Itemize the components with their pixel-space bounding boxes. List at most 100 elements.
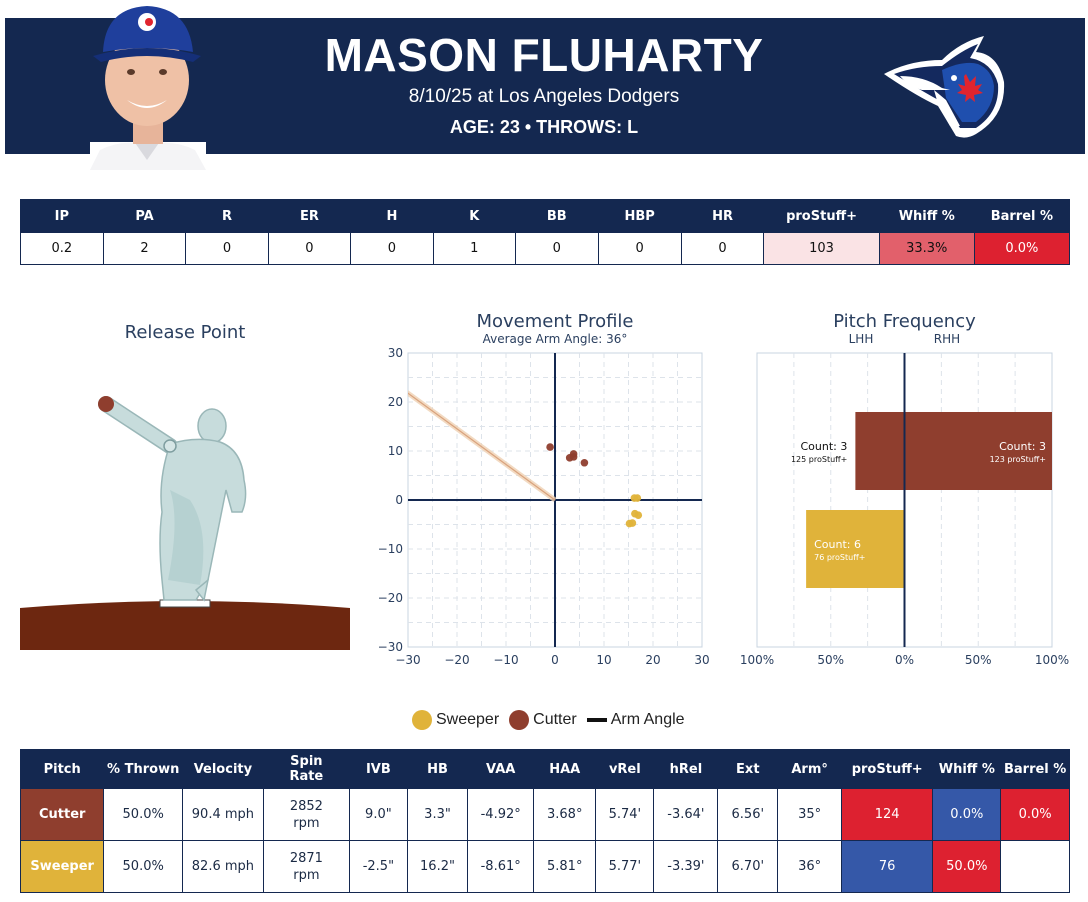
- legend-cutter: Cutter: [509, 710, 577, 730]
- pitch-cell-arm: 35°: [777, 788, 843, 841]
- stats-header-h: H: [350, 199, 434, 233]
- pitch-cell-hrel: -3.64': [653, 788, 719, 841]
- pitch-metrics-table: Pitch% Thrown Velocity Spin Rate IVB HB VAA HA…: [19, 749, 1070, 893]
- release-point-title: Release Point: [124, 322, 246, 343]
- sweeper-point: [634, 511, 643, 519]
- x-tick-label: 0%: [895, 653, 914, 667]
- stats-value-r: 0: [185, 232, 269, 265]
- pitch-cell-whiff: 50.0%: [932, 840, 1002, 893]
- x-tick-label: −20: [444, 653, 469, 667]
- stats-header-pa: PA: [102, 199, 187, 233]
- pitching-rubber: [159, 599, 211, 608]
- pitch-cell-spin-rate: 2852 rpm: [262, 788, 350, 841]
- pitch-header-pitch: Pitch: [19, 749, 105, 789]
- arm-angle-line: [408, 392, 556, 501]
- stats-header-ip: IP: [20, 199, 104, 233]
- stats-header-er: ER: [267, 199, 352, 233]
- pitch-cell-hb: 16.2": [406, 840, 469, 893]
- x-tick-label: 50%: [817, 653, 844, 667]
- pitch-cell-hrel: -3.39': [653, 840, 719, 893]
- cutter-lhh-bar: [855, 412, 905, 490]
- stats-value-barrel: 0.0%: [973, 232, 1071, 265]
- pitch-cell-prostuff: 124: [841, 788, 934, 841]
- stats-value-hbp: 0: [597, 232, 682, 265]
- pitch-row-sweeper: Sweeper 50.0% 82.6 mph 2871 rpm -2.5" 16.2" -8…: [19, 840, 1070, 893]
- pitchers-mound: [20, 601, 350, 650]
- player-name: MASON FLUHARTY: [324, 29, 764, 81]
- pitch-header-hb: HB: [406, 749, 469, 789]
- stats-header-prostuff: proStuff+: [763, 199, 880, 233]
- pitch-row-cutter: Cutter 50.0% 90.4 mph 2852 rpm 9.0" 3.3" -4.92…: [19, 788, 1070, 841]
- cutter-lhh-prostuff-label: 125 proStuff+: [791, 455, 847, 464]
- release-point-dot: [98, 396, 114, 412]
- pitch-header-arm: Arm°: [777, 749, 843, 789]
- y-tick-label: −10: [378, 542, 403, 556]
- player-photo: [90, 6, 206, 170]
- chart-legend: Sweeper Cutter Arm Angle: [412, 710, 695, 730]
- pitch-cell-hb: 3.3": [406, 788, 469, 841]
- cutter-rhh-prostuff-label: 123 proStuff+: [990, 455, 1046, 464]
- pitch-cell-velocity: 90.4 mph: [181, 788, 264, 841]
- cutter-lhh-count-label: Count: 3: [801, 440, 848, 453]
- pitch-header-whiff: Whiff %: [932, 749, 1002, 789]
- pitch-cell-barrel: 0.0%: [1000, 788, 1070, 841]
- pitch-cell-vrel: 5.74': [595, 788, 655, 841]
- game-info: 8/10/25 at Los Angeles Dodgers: [408, 86, 680, 107]
- stats-value-er: 0: [267, 232, 352, 265]
- stats-value-bb: 0: [514, 232, 599, 265]
- pitch-header-prostuff: proStuff+: [841, 749, 934, 789]
- sweeper-point: [633, 494, 642, 502]
- legend-arm-angle: Arm Angle: [586, 711, 685, 729]
- y-tick-label: 20: [388, 395, 403, 409]
- pitch-header-thrown: % Thrown: [103, 749, 183, 789]
- pitch-cell-ext: 6.56': [717, 788, 779, 841]
- cutter-rhh-count-label: Count: 3: [999, 440, 1046, 453]
- cutter-point: [569, 453, 578, 461]
- pitch-cell-prostuff: 76: [841, 840, 934, 893]
- pitch-cell-haa: 3.68°: [533, 788, 597, 841]
- movement-profile-chart: −30 −20 −10 0 10 20 30 −30 −20 −10 0 10 20 30: [378, 346, 710, 667]
- sweeper-dot-icon: [412, 710, 432, 730]
- pitch-header-barrel: Barrel %: [1000, 749, 1070, 789]
- y-tick-label: 10: [388, 444, 403, 458]
- pitch-cell-ivb: 9.0": [348, 788, 408, 841]
- x-tick-label: 50%: [965, 653, 992, 667]
- pitch-header-haa: HAA: [533, 749, 597, 789]
- pitch-cell-vrel: 5.77': [595, 840, 655, 893]
- stats-value-hr: 0: [680, 232, 765, 265]
- y-tick-label: −20: [378, 591, 403, 605]
- game-stats-table: IP PA R ER H K BB HBP HR proStuff+ Whiff % Barrel %…: [20, 199, 1071, 265]
- sweeper-lhh-prostuff-label: 76 proStuff+: [814, 553, 865, 562]
- x-tick-label: 20: [645, 653, 660, 667]
- x-tick-label: 10: [596, 653, 611, 667]
- arm-angle-line-icon: [586, 718, 607, 722]
- pitch-cell-whiff: 0.0%: [932, 788, 1002, 841]
- pitch-header-velocity: Velocity: [181, 749, 264, 789]
- y-tick-label: −30: [378, 640, 403, 654]
- movement-profile-title: Movement Profile: [476, 311, 634, 332]
- stats-value-pa: 2: [102, 232, 187, 265]
- pitch-frequency-title: Pitch Frequency: [833, 311, 976, 332]
- stats-header-bb: BB: [514, 199, 599, 233]
- release-point-chart: [20, 396, 350, 650]
- arm-angle-group: [408, 390, 557, 503]
- stats-value-h: 0: [350, 232, 434, 265]
- pitch-cell-ivb: -2.5": [348, 840, 408, 893]
- pitch-cell-thrown: 50.0%: [103, 788, 183, 841]
- pitch-frequency-chart: 100% 50% 0% 50% 100% Count: 3 125 proStuff+ Cou…: [740, 352, 1069, 667]
- pitch-header-spin-rate: Spin Rate: [262, 749, 350, 789]
- stats-header-r: R: [185, 199, 269, 233]
- stats-header-k: K: [432, 199, 516, 233]
- x-tick-label: 30: [694, 653, 709, 667]
- stats-value-ip: 0.2: [20, 232, 104, 265]
- x-tick-label: 0: [551, 653, 559, 667]
- cutter-rhh-bar: [904, 412, 1052, 490]
- pitch-cell-spin-rate: 2871 rpm: [262, 840, 350, 893]
- pitch-header-ivb: IVB: [348, 749, 408, 789]
- cutter-point: [580, 458, 589, 467]
- pitch-cell-barrel: [1000, 840, 1070, 893]
- x-tick-label: −10: [493, 653, 518, 667]
- pitch-cell-pitch: Cutter: [19, 788, 105, 841]
- stats-value-prostuff: 103: [763, 232, 880, 265]
- rhh-label: RHH: [933, 332, 961, 346]
